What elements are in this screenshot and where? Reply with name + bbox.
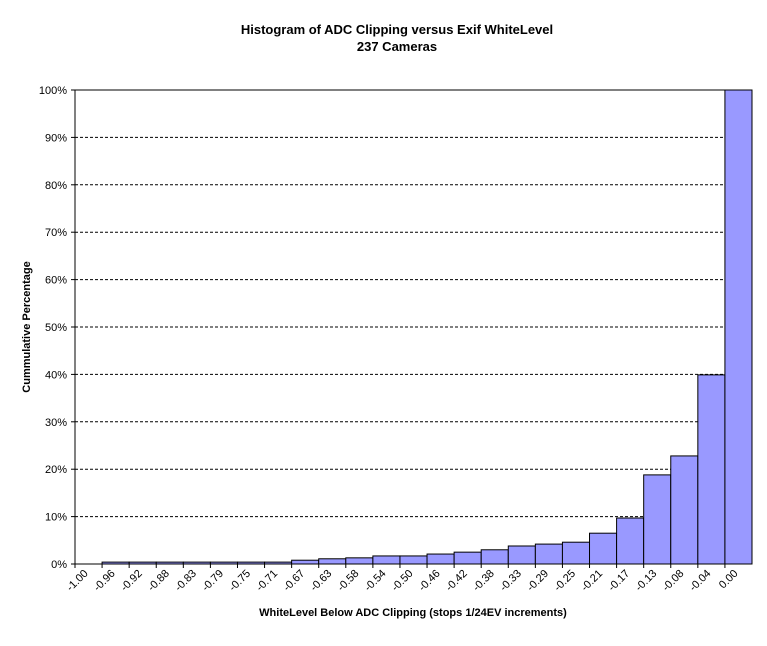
x-tick-label: -0.75 (227, 568, 253, 594)
y-tick-label: 20% (45, 464, 67, 476)
y-axis-title: Cummulative Percentage (21, 261, 33, 392)
bar (534, 543, 563, 565)
bar (318, 558, 347, 565)
x-tick-label: -0.58 (335, 568, 361, 594)
y-tick-label: 40% (45, 369, 67, 381)
x-tick-label: -0.54 (362, 568, 388, 594)
x-tick-label: -0.25 (552, 568, 578, 594)
bar (616, 517, 645, 565)
x-tick-label: -0.83 (173, 568, 199, 594)
chart-subtitle: 237 Cameras (357, 39, 437, 54)
bar (561, 541, 591, 565)
y-tick-label: 0% (51, 559, 67, 571)
y-tick-label: 60% (45, 275, 67, 287)
chart-title: Histogram of ADC Clipping versus Exif Wh… (241, 22, 553, 37)
y-tick-label: 100% (39, 85, 67, 97)
y-tick-label: 70% (45, 227, 67, 239)
bar (291, 559, 320, 565)
y-tick-label: 50% (45, 322, 67, 334)
bar (697, 374, 726, 565)
x-tick-label: -0.63 (308, 568, 334, 594)
x-axis-title: WhiteLevel Below ADC Clipping (stops 1/2… (259, 607, 567, 619)
bar (507, 545, 536, 565)
x-tick-label: -0.08 (660, 568, 686, 594)
x-tick-label: -0.96 (92, 568, 118, 594)
x-tick-label: -0.17 (606, 568, 632, 594)
bar (453, 551, 482, 565)
plot-border (74, 89, 753, 565)
x-tick-label: -0.42 (444, 568, 470, 594)
x-tick-label: -0.79 (200, 568, 226, 594)
x-tick-label: 0.00 (717, 568, 741, 592)
x-tick-label: -0.71 (254, 568, 280, 594)
x-tick-label: -0.21 (579, 568, 605, 594)
x-tick-label: -0.13 (633, 568, 659, 594)
bar (724, 89, 753, 565)
y-tick-label: 90% (45, 132, 67, 144)
bar (480, 549, 509, 565)
x-tick-label: -0.92 (119, 568, 145, 594)
bar (643, 474, 672, 565)
y-tick-label: 80% (45, 180, 67, 192)
x-tick-label: -0.50 (389, 568, 415, 594)
y-tick-label: 30% (45, 417, 67, 429)
bar (589, 532, 618, 565)
bar (345, 557, 374, 565)
bar (426, 553, 455, 565)
bar (670, 455, 699, 565)
x-tick-label: -0.29 (525, 568, 551, 594)
x-tick-label: -0.33 (498, 568, 524, 594)
x-tick-label: -0.04 (687, 568, 713, 594)
x-tick-label: -1.00 (64, 568, 90, 594)
x-tick-label: -0.88 (146, 568, 172, 594)
bar (372, 555, 401, 565)
bar (399, 555, 428, 565)
x-tick-label: -0.67 (281, 568, 307, 594)
x-tick-label: -0.46 (416, 568, 442, 594)
y-tick-label: 10% (45, 512, 67, 524)
x-tick-label: -0.38 (471, 568, 497, 594)
